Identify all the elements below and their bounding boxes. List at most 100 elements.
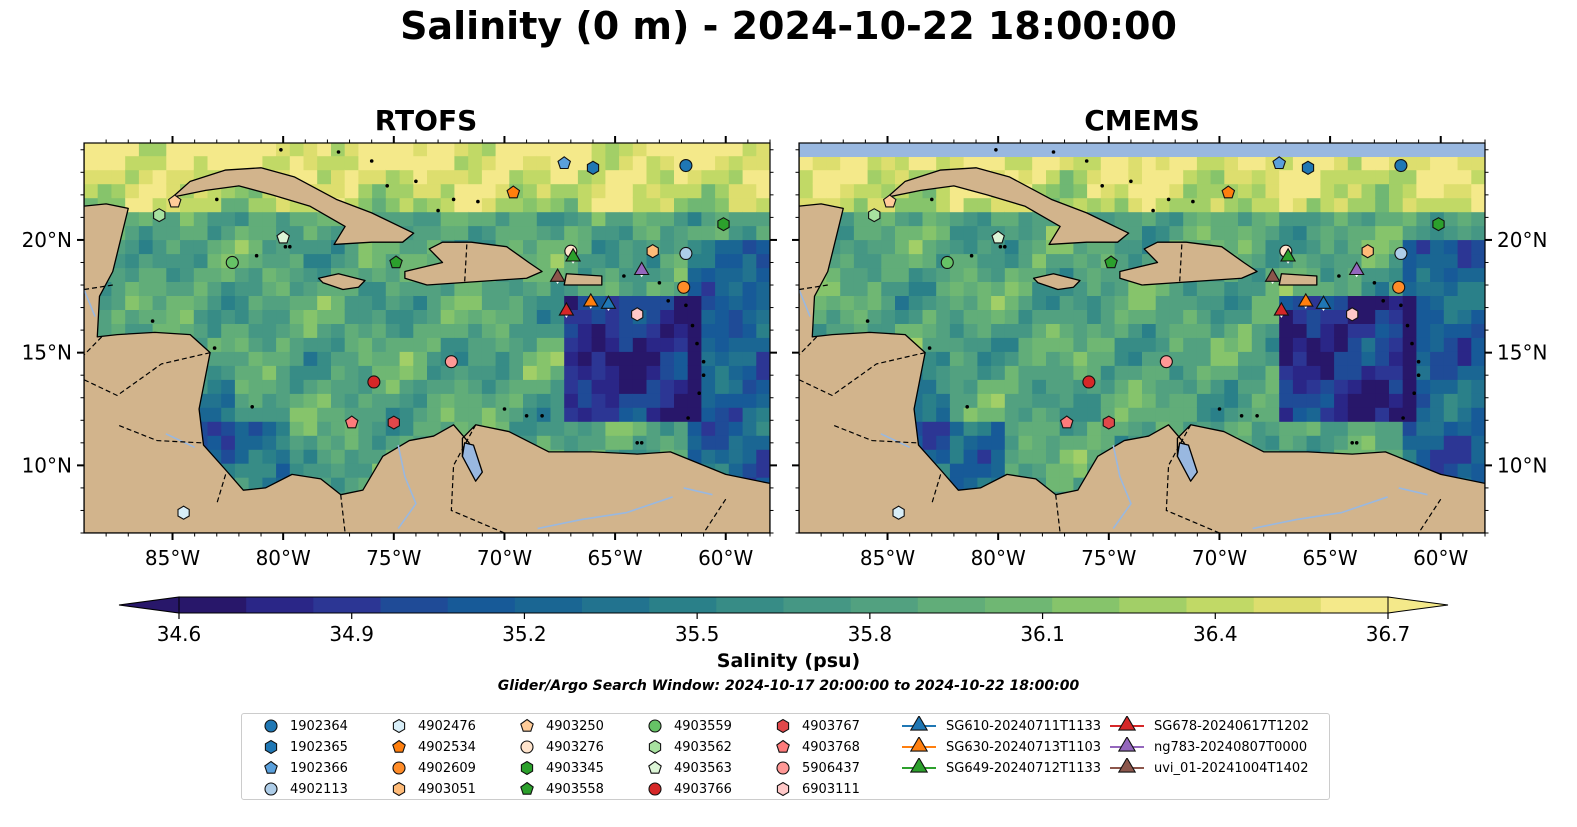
island — [994, 148, 998, 152]
marker-4903559 — [940, 255, 954, 270]
border — [340, 494, 346, 533]
lon-tick-label: 65°W — [1302, 546, 1357, 570]
marker-4903563 — [991, 230, 1005, 244]
legend-item: ng783-20240807T0000 — [1110, 737, 1307, 757]
legend-marker — [648, 760, 662, 774]
colorbar-bin — [649, 597, 717, 613]
legend-item: 4902476 — [390, 716, 476, 736]
island — [1337, 274, 1341, 278]
legend-item: 4902113 — [262, 779, 348, 799]
panel-title-cmems: CMEMS — [1084, 104, 1200, 137]
marker-uvi_01-20241004T1402 — [549, 268, 566, 282]
lon-tick-label: 80°W — [256, 546, 311, 570]
coast-cuba — [886, 167, 1130, 246]
island — [1381, 299, 1385, 303]
island — [288, 244, 292, 249]
colorbar-bin — [246, 597, 314, 613]
legend-marker — [648, 782, 662, 796]
figure-title: Salinity (0 m) - 2024-10-22 18:00:00 — [400, 4, 1177, 48]
legend-label: 6903111 — [802, 781, 860, 797]
legend-marker — [909, 716, 929, 731]
marker-SG610-20240711T1133 — [600, 295, 617, 309]
legend-label: SG678-20240617T1202 — [1154, 718, 1310, 734]
colorbar-bin — [716, 597, 784, 613]
island — [1084, 159, 1089, 163]
legend-marker-icon — [520, 740, 534, 754]
colorbar-tick-label: 34.9 — [329, 622, 374, 646]
marker-4902534 — [506, 185, 521, 199]
marker-SG630-20240713T1103 — [1297, 292, 1314, 307]
border — [84, 352, 211, 397]
border — [464, 244, 468, 283]
marker-4903767 — [387, 415, 400, 430]
legend-marker-icon — [648, 760, 662, 774]
island — [1051, 150, 1056, 154]
colorbar-tick-label: 36.7 — [1366, 622, 1411, 646]
colorbar-bin — [313, 597, 381, 613]
legend-item: 4902534 — [390, 737, 476, 757]
border — [1418, 498, 1442, 533]
map-panel-rtofs: 85°W 80°W 75°W 70°W 65°W 60°W 20°N 15°N 10°N — [22, 136, 777, 570]
legend-marker — [520, 740, 534, 754]
legend-label: 4903559 — [674, 718, 732, 734]
marker-4903345 — [717, 217, 730, 232]
lon-tick-label: 75°W — [1081, 546, 1136, 570]
island — [369, 159, 374, 163]
marker-4903767 — [1102, 415, 1115, 430]
legend-label: ng783-20240807T0000 — [1154, 739, 1308, 755]
island — [998, 244, 1003, 249]
island — [250, 405, 254, 409]
legend-item: 4903051 — [390, 779, 476, 799]
lon-tick-label: 60°W — [698, 546, 753, 570]
marker-4903250 — [882, 194, 897, 208]
legend-item: 5906437 — [774, 758, 860, 778]
land — [84, 143, 770, 533]
border — [703, 498, 727, 533]
marker-4902534 — [1221, 185, 1236, 199]
island — [1151, 208, 1155, 213]
island — [1129, 179, 1133, 184]
marker-4902113 — [679, 246, 693, 261]
legend-item: 6903111 — [774, 779, 860, 799]
border — [1165, 424, 1220, 533]
axis-ticks: 85°W 80°W 75°W 70°W 65°W 60°W 20°N 15°N 10°N — [22, 136, 777, 570]
legend-label: 4903766 — [674, 781, 732, 797]
island — [1217, 407, 1222, 411]
legend-marker — [776, 761, 790, 775]
salinity-field — [84, 143, 770, 533]
colorbar-tick-label: 36.4 — [1193, 622, 1238, 646]
legend-marker-icon — [776, 739, 790, 753]
lon-tick-label: 65°W — [587, 546, 642, 570]
legend-label: 4903558 — [546, 781, 604, 797]
marker-4902609 — [1392, 280, 1406, 294]
coast-jamaica — [317, 273, 366, 291]
island — [254, 253, 259, 258]
marker-SG678-20240617T1202 — [1273, 301, 1290, 316]
legend-item: 4903767 — [774, 716, 860, 736]
marker-4903563 — [276, 230, 290, 244]
marker-ng783-20240807T0000 — [1348, 261, 1365, 276]
border — [799, 352, 926, 397]
lon-tick-label: 70°W — [477, 546, 532, 570]
colorbar: 34.6 34.9 35.2 35.5 35.8 36.1 36.4 36.7 — [118, 596, 1449, 646]
island — [336, 150, 341, 154]
lat-tick-label: 15°N — [22, 341, 72, 365]
marker-4903768 — [1059, 415, 1074, 429]
colorbar-label: Salinity (psu) — [716, 650, 861, 672]
island — [639, 441, 644, 445]
legend-label: 4903345 — [546, 760, 604, 776]
coast-hispaniola — [404, 241, 543, 286]
marker-1902365 — [1301, 160, 1315, 175]
legend-marker-icon — [392, 761, 406, 775]
marker-SG649-20240712T1133 — [1280, 247, 1297, 262]
colorbar-bin — [380, 597, 449, 613]
island — [1350, 441, 1354, 445]
island — [502, 407, 507, 411]
legend-item: SG649-20240712T1133 — [902, 758, 1101, 778]
marker-4903051 — [646, 244, 659, 259]
legend-marker — [1117, 758, 1137, 773]
border — [1179, 244, 1183, 283]
island — [684, 303, 688, 308]
legend-marker-icon — [520, 781, 534, 795]
legend: 1902364 1902365 1902366 4902113 4902476 49025… — [241, 713, 1330, 800]
